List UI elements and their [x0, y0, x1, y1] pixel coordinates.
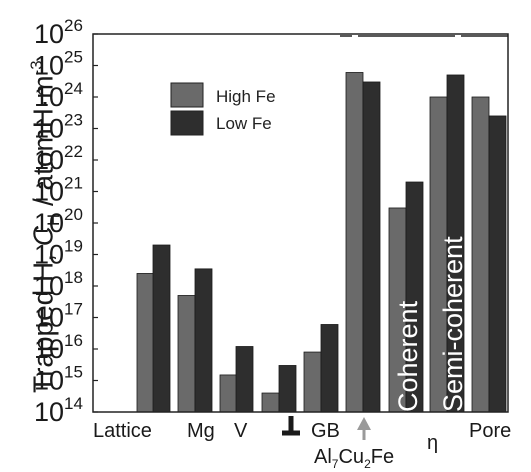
bar-pore-low-fe	[488, 115, 507, 413]
annotation-semi-coherent: Semi-coherent	[438, 236, 468, 412]
legend-label-low-fe: Low Fe	[216, 114, 272, 133]
y-tick-label: 1018	[34, 268, 83, 301]
plot-frame	[92, 33, 509, 413]
y-tick-label: 1024	[34, 79, 83, 112]
bar-dislocation-high-fe	[261, 392, 280, 413]
bar-lattice-high-fe	[136, 273, 155, 413]
y-axis-title: Trapped H, CH / atomH·m-3	[27, 60, 63, 393]
y-tick-label: 1015	[34, 363, 83, 396]
x-label-gb: GB	[311, 420, 340, 442]
x-label-lattice: Lattice	[93, 420, 152, 442]
bar-gb-high-fe	[303, 351, 322, 413]
legend-label-high-fe: High Fe	[216, 87, 276, 106]
bar-pore-high-fe	[471, 96, 490, 413]
bar-v-high-fe	[219, 374, 238, 413]
x-label-eta: η	[427, 432, 438, 454]
y-tick-label: 1020	[34, 205, 83, 238]
bar-al7cu2fe-low-fe	[362, 81, 381, 413]
legend: High Fe Low Fe	[170, 82, 276, 136]
y-tick-label: 1019	[34, 237, 83, 270]
y-tick-label: 1022	[34, 142, 83, 175]
y-tick-label: 1017	[34, 300, 83, 333]
x-label-al7cu2fe: Al7Cu2Fe	[314, 446, 394, 471]
al7cu2fe-arrow	[357, 417, 371, 440]
bar-dislocation-low-fe	[278, 365, 297, 413]
bar-al7cu2fe-high-fe	[345, 72, 364, 413]
y-tick-label: 1016	[34, 331, 83, 364]
bar-mg-high-fe	[177, 295, 196, 413]
bar-mg-low-fe	[194, 268, 213, 413]
x-label-v: V	[234, 420, 248, 442]
y-tick-label: 1025	[34, 48, 83, 81]
x-label-pore: Pore	[469, 420, 511, 442]
bars	[136, 72, 507, 413]
bar-v-low-fe	[235, 346, 254, 413]
legend-swatch-low-fe	[170, 110, 204, 136]
bar-lattice-low-fe	[152, 244, 171, 413]
y-axis: 1014101510161017101810191020102110221023…	[34, 16, 98, 427]
x-axis-labels: Lattice Mg V GB Al7Cu2Fe η Pore	[93, 416, 511, 471]
bar-gb-low-fe	[320, 324, 339, 413]
y-tick-label: 1023	[34, 111, 83, 144]
bar-annotations: Coherent Semi-coherent	[393, 236, 468, 412]
y-tick-label: 1021	[34, 174, 83, 207]
annotation-coherent: Coherent	[393, 300, 423, 412]
y-tick-label: 1026	[34, 16, 83, 49]
legend-swatch-high-fe	[170, 82, 204, 108]
dislocation-symbol	[282, 416, 300, 436]
x-label-mg: Mg	[187, 420, 215, 442]
y-tick-label: 1014	[34, 394, 83, 427]
